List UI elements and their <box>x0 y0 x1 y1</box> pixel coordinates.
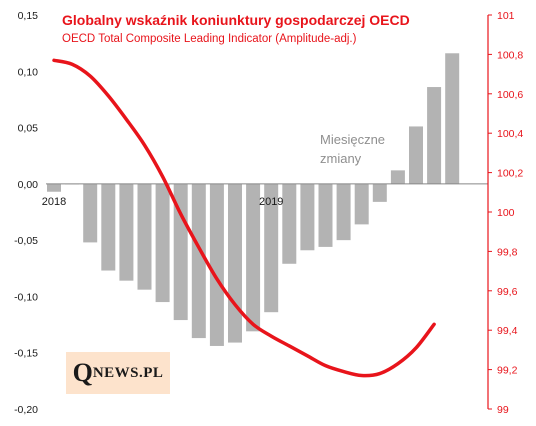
left-tick-label: 0,05 <box>18 123 39 135</box>
left-tick-label: 0,15 <box>18 10 39 22</box>
logo-text: NEWS.PL <box>92 364 164 381</box>
right-tick-label: 99,4 <box>497 325 518 337</box>
bar <box>282 183 297 264</box>
right-tick-label: 100,6 <box>497 89 523 101</box>
x-tick-label: 2018 <box>42 196 66 208</box>
bar <box>336 183 351 241</box>
x-axis-labels: 2018 2019 <box>42 196 284 208</box>
line-series <box>52 58 436 378</box>
right-tick-label: 99,6 <box>497 286 518 298</box>
annotation-monthly-changes: Miesięczne zmiany <box>320 132 386 166</box>
qnews-logo: Q NEWS.PL <box>66 352 170 394</box>
right-tick-label: 99 <box>497 404 509 416</box>
bar <box>47 183 61 192</box>
right-tick-label: 100,2 <box>497 168 523 180</box>
left-tick-label: -0,05 <box>14 235 38 247</box>
bar <box>354 183 369 225</box>
left-tick-label: 0,00 <box>18 179 39 191</box>
right-tick-label: 100,4 <box>497 128 523 140</box>
right-tick-label: 101 <box>497 10 515 22</box>
bar <box>390 170 405 184</box>
bar <box>137 183 152 290</box>
bar <box>246 183 261 332</box>
left-axis: 0,15 0,10 0,05 0,00 -0,05 -0,10 -0,15 -0,20 <box>14 10 38 416</box>
bar <box>300 183 315 251</box>
left-tick-label: -0,15 <box>14 348 38 360</box>
bar-series <box>47 53 460 346</box>
left-tick-label: 0,10 <box>18 66 39 78</box>
bar <box>445 53 460 184</box>
left-tick-label: -0,10 <box>14 291 38 303</box>
bar <box>409 126 423 184</box>
bar <box>83 183 98 243</box>
bar <box>228 183 242 343</box>
right-tick-label: 100,8 <box>497 49 523 61</box>
chart-subtitle: OECD Total Composite Leading Indicator (… <box>62 33 357 45</box>
bar <box>318 183 333 247</box>
bar <box>372 183 387 202</box>
logo-q: Q <box>72 358 93 387</box>
bar <box>101 183 116 271</box>
x-tick-label: 2019 <box>259 196 283 208</box>
bar <box>191 183 206 339</box>
bar <box>209 183 224 346</box>
chart-title: Globalny wskaźnik koniunktury gospodarcz… <box>62 12 410 28</box>
right-axis: 101 100,8 100,6 100,4 100,2 100 99,8 99,6 99,4 99… <box>488 10 523 416</box>
right-tick-label: 99,2 <box>497 365 518 377</box>
right-tick-label: 100 <box>497 207 515 219</box>
bar <box>264 183 279 313</box>
bar <box>427 87 442 184</box>
left-tick-label: -0,20 <box>14 404 38 416</box>
bar <box>119 183 134 281</box>
bar <box>155 183 170 303</box>
right-tick-label: 99,8 <box>497 246 518 258</box>
